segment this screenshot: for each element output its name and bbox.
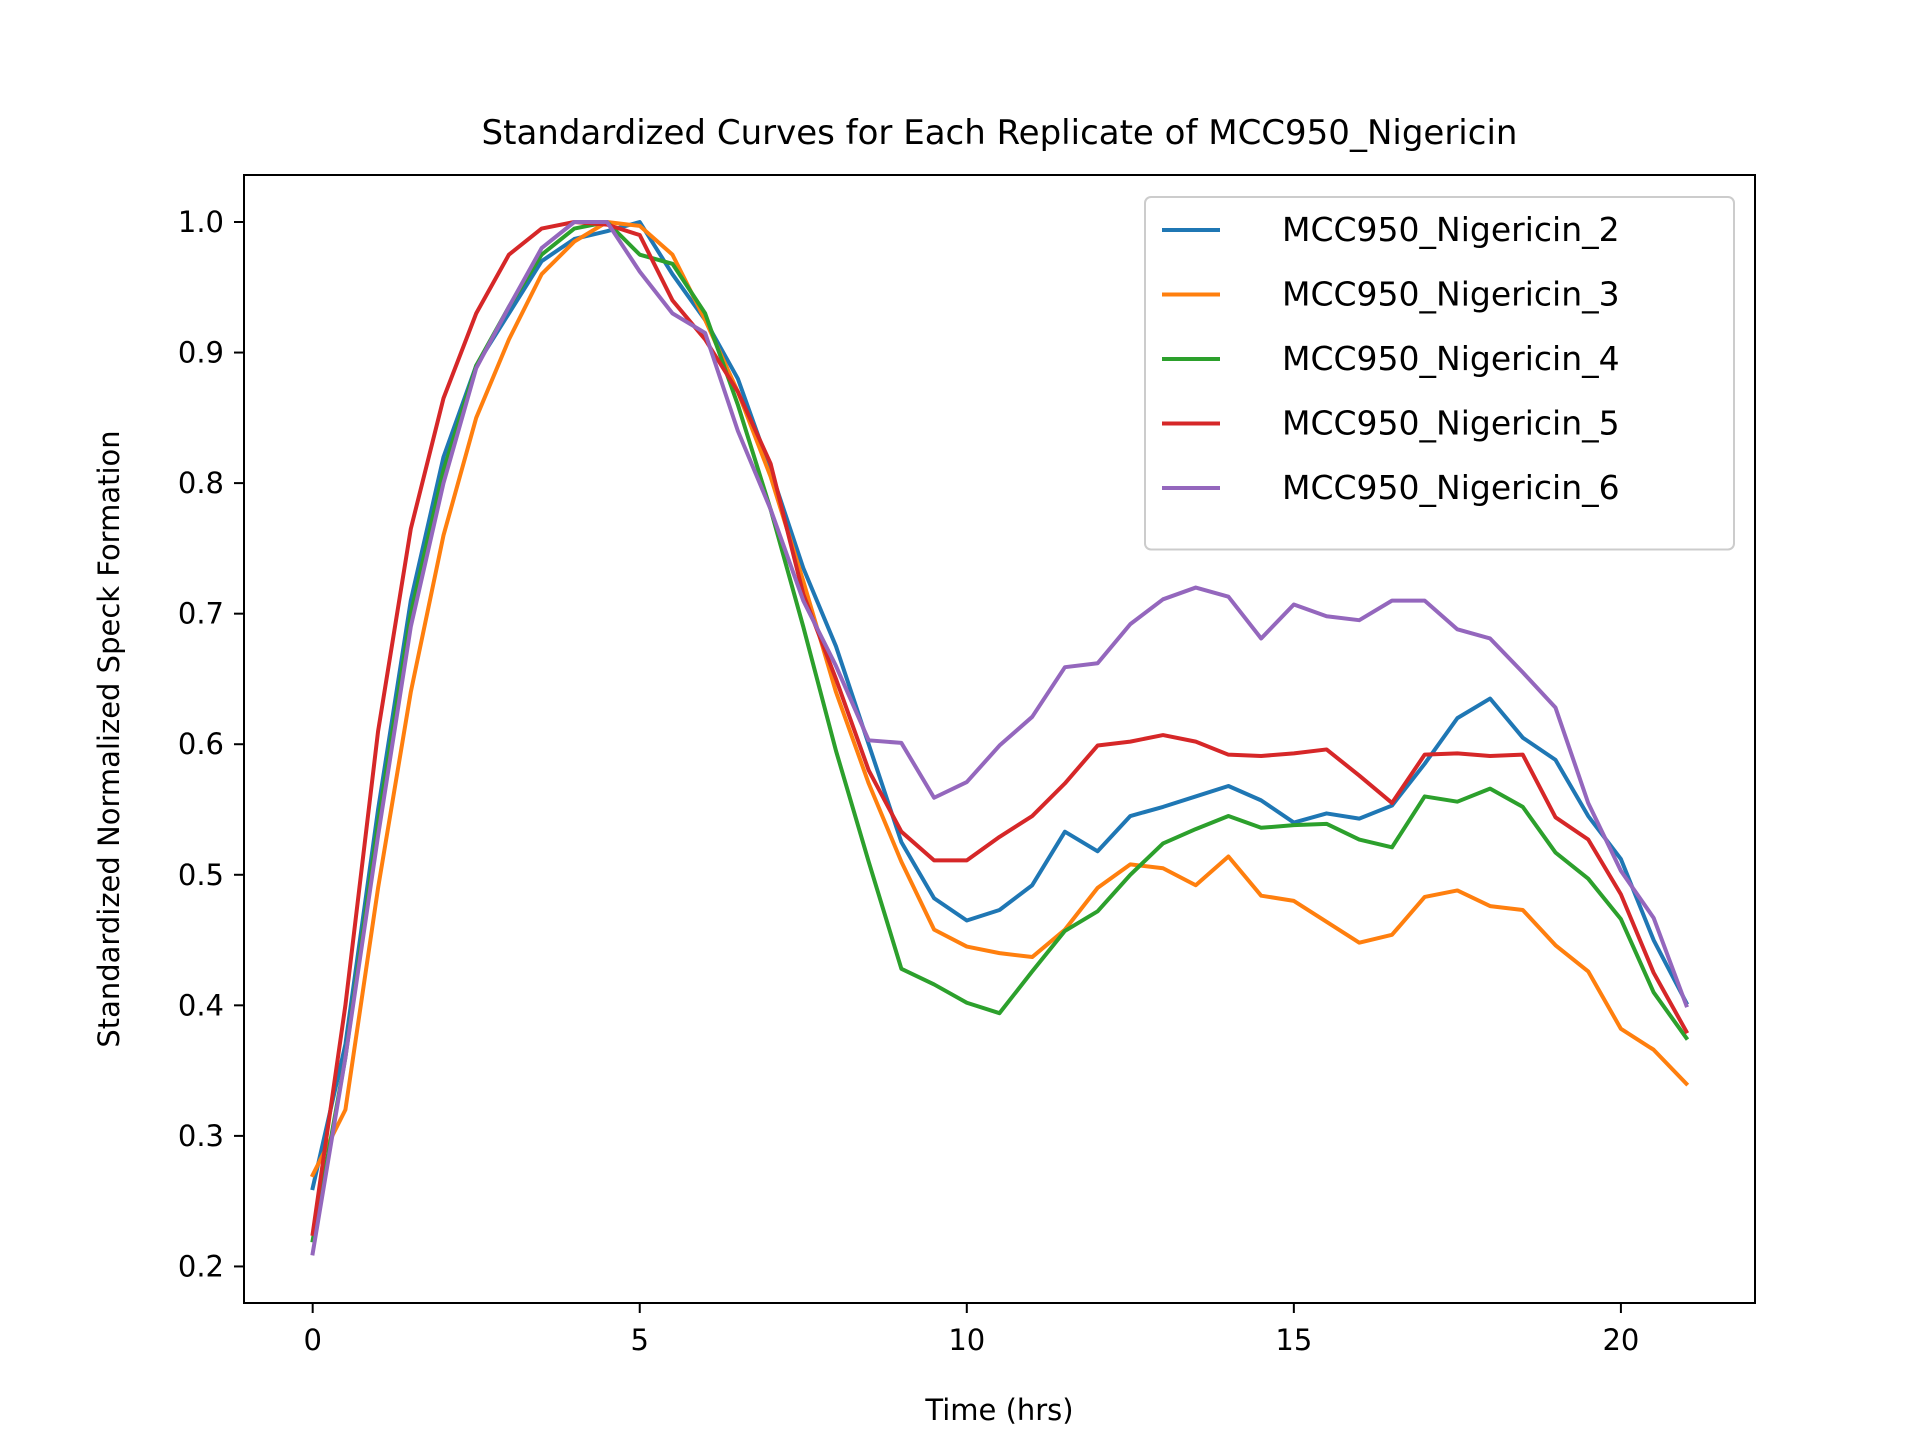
- y-tick-label: 0.4: [178, 988, 224, 1022]
- legend-entry-label: MCC950_Nigericin_4: [1282, 339, 1620, 378]
- y-tick-label: 0.5: [178, 858, 224, 892]
- y-axis-ticks: 0.2 0.3 0.4 0.5 0.6 0.7 0.8 0.9 1.0: [178, 205, 244, 1283]
- legend: MCC950_Nigericin_2 MCC950_Nigericin_3 MCC9…: [1144, 196, 1735, 551]
- series-line-4: [310, 220, 1690, 1237]
- legend-entry-label: MCC950_Nigericin_3: [1282, 275, 1620, 314]
- legend-entry-label: MCC950_Nigericin_6: [1282, 468, 1620, 507]
- legend-box: [1144, 196, 1735, 551]
- y-tick-label: 0.7: [178, 597, 224, 631]
- y-axis-label: Standardized Normalized Speck Formation: [92, 430, 126, 1047]
- y-tick-label: 1.0: [178, 205, 224, 239]
- plot-area: [243, 174, 1756, 1304]
- y-tick-label: 0.2: [178, 1249, 224, 1283]
- y-tick-label: 0.8: [178, 466, 224, 500]
- x-axis-ticks: 0 5 10 15 20: [303, 1303, 1639, 1357]
- x-tick-label: 20: [1602, 1323, 1639, 1357]
- x-tick-label: 5: [631, 1323, 649, 1357]
- chart-title: Standardized Curves for Each Replicate o…: [482, 113, 1518, 153]
- legend-entry-label: MCC950_Nigericin_5: [1282, 404, 1620, 443]
- y-tick-label: 0.6: [178, 727, 224, 761]
- legend-entry-label: MCC950_Nigericin_2: [1282, 210, 1620, 249]
- x-tick-label: 0: [303, 1323, 321, 1357]
- series-line-3: [310, 220, 1690, 1243]
- plot-frame: [243, 174, 1756, 1304]
- series-line-5: [310, 220, 1689, 1256]
- y-tick-label: 0.3: [178, 1119, 224, 1153]
- series-line-1: [310, 220, 1690, 1191]
- x-tick-label: 10: [948, 1323, 985, 1357]
- y-tick-label: 0.9: [178, 336, 224, 370]
- series-line-2: [309, 220, 1690, 1178]
- x-axis-label: Time (hrs): [924, 1393, 1073, 1427]
- x-tick-label: 15: [1275, 1323, 1312, 1357]
